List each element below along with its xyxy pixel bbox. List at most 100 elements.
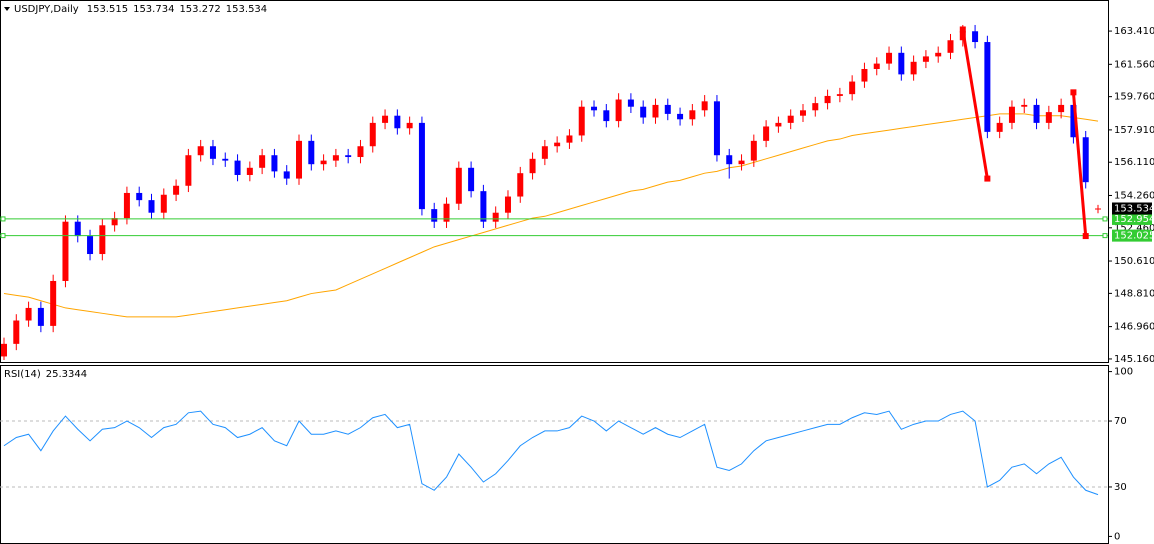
trend-handle [959, 26, 966, 33]
candle-body [209, 146, 216, 159]
candle-body [799, 110, 806, 116]
y-tick-label: 146.960 [1114, 322, 1154, 333]
main-panel [0, 0, 1109, 363]
price-tag [1112, 212, 1152, 225]
candle-body [87, 236, 94, 255]
candle-body [738, 160, 745, 165]
candle-body [898, 52, 905, 75]
candle-body [443, 203, 450, 222]
candle-body [517, 173, 524, 197]
candle-body [382, 115, 389, 123]
candle-body [271, 155, 278, 172]
candle-body [455, 167, 462, 204]
candle-body [37, 307, 44, 326]
candle-body [492, 212, 499, 222]
line-handle [1102, 233, 1108, 239]
candle-body [136, 192, 143, 201]
candle-body [578, 106, 585, 136]
candle-body [25, 307, 32, 321]
candle-body [1070, 104, 1077, 138]
price-tag-label: 152.954 [1114, 214, 1154, 225]
line-handle [0, 216, 6, 222]
trend-line [961, 29, 989, 179]
candle-body [504, 196, 511, 213]
candle-body [148, 200, 155, 213]
candle-body [541, 146, 548, 159]
candle-body [972, 31, 979, 43]
y-tick-label: 156.110 [1114, 157, 1154, 168]
y-tick-label: 30 [1114, 482, 1127, 493]
price-tag [1112, 229, 1152, 242]
candle-body [566, 135, 573, 143]
candle-body [640, 106, 647, 118]
candle-body [1033, 104, 1040, 123]
rsi-value: 25.3344 [46, 369, 87, 380]
candle-body [123, 192, 130, 219]
candle-body [947, 40, 954, 53]
high: 153.734 [133, 4, 174, 15]
trend-line [1071, 92, 1088, 237]
candle-body [173, 185, 180, 195]
candle-body [1, 343, 7, 357]
candle-body [701, 101, 708, 111]
y-tick-label: 163.410 [1114, 26, 1154, 37]
y-tick-label: 0 [1114, 531, 1120, 542]
candle-body [726, 155, 733, 165]
y-tick-label: 152.460 [1114, 223, 1154, 234]
candle-body [935, 52, 942, 57]
candle-body [996, 122, 1003, 132]
candle-body [394, 115, 401, 129]
candle-body [615, 99, 622, 122]
candle-body [320, 160, 327, 165]
candle-body [111, 218, 118, 226]
candle-body [406, 122, 413, 129]
candle-body [886, 52, 893, 64]
low: 153.272 [179, 4, 220, 15]
candle-body [1045, 112, 1052, 123]
price-tag [1112, 202, 1152, 215]
candle-body [763, 126, 770, 141]
candle-body [99, 225, 106, 255]
candle-body [357, 146, 364, 158]
candle-body [677, 113, 684, 120]
candle-body [652, 104, 659, 118]
candle-body [480, 191, 487, 222]
candle-body [824, 95, 831, 104]
candle-body [222, 158, 229, 161]
y-tick-label: 70 [1114, 416, 1127, 427]
line-handle [1102, 216, 1108, 222]
candle-body [185, 155, 192, 186]
open: 153.515 [87, 4, 128, 15]
candle-body [259, 155, 266, 168]
rsi-line [3, 410, 1099, 496]
candle-body [1095, 208, 1101, 210]
candle-body [50, 280, 57, 326]
y-tick-label: 150.610 [1114, 256, 1154, 267]
rsi-panel [0, 365, 1109, 544]
candle-body [1021, 104, 1028, 107]
candle-body [418, 122, 425, 210]
candle-body [689, 110, 696, 120]
candle-body [197, 146, 204, 156]
price-tag-label: 152.025 [1114, 231, 1154, 242]
candle-body [873, 63, 880, 69]
moving-average [3, 113, 1099, 318]
candle-body [910, 61, 917, 75]
trend-handle [984, 175, 991, 182]
candle-body [246, 167, 253, 175]
candle-body [775, 122, 782, 127]
candle-body [836, 94, 843, 96]
candle-body [468, 167, 475, 192]
candle-body [984, 42, 991, 132]
last-price-label: 153.534 [1114, 204, 1154, 215]
candle-body [713, 101, 720, 156]
close: 153.534 [226, 4, 267, 15]
candle-body [332, 155, 339, 161]
candle-body [787, 115, 794, 123]
candle-body [62, 221, 69, 281]
y-tick-label: 157.910 [1114, 125, 1154, 136]
header: USDJPY,Daily 153.515 153.734 153.272 153.534 [14, 4, 267, 15]
rsi-title: RSI(14) [4, 369, 41, 380]
candle-body [750, 140, 757, 161]
